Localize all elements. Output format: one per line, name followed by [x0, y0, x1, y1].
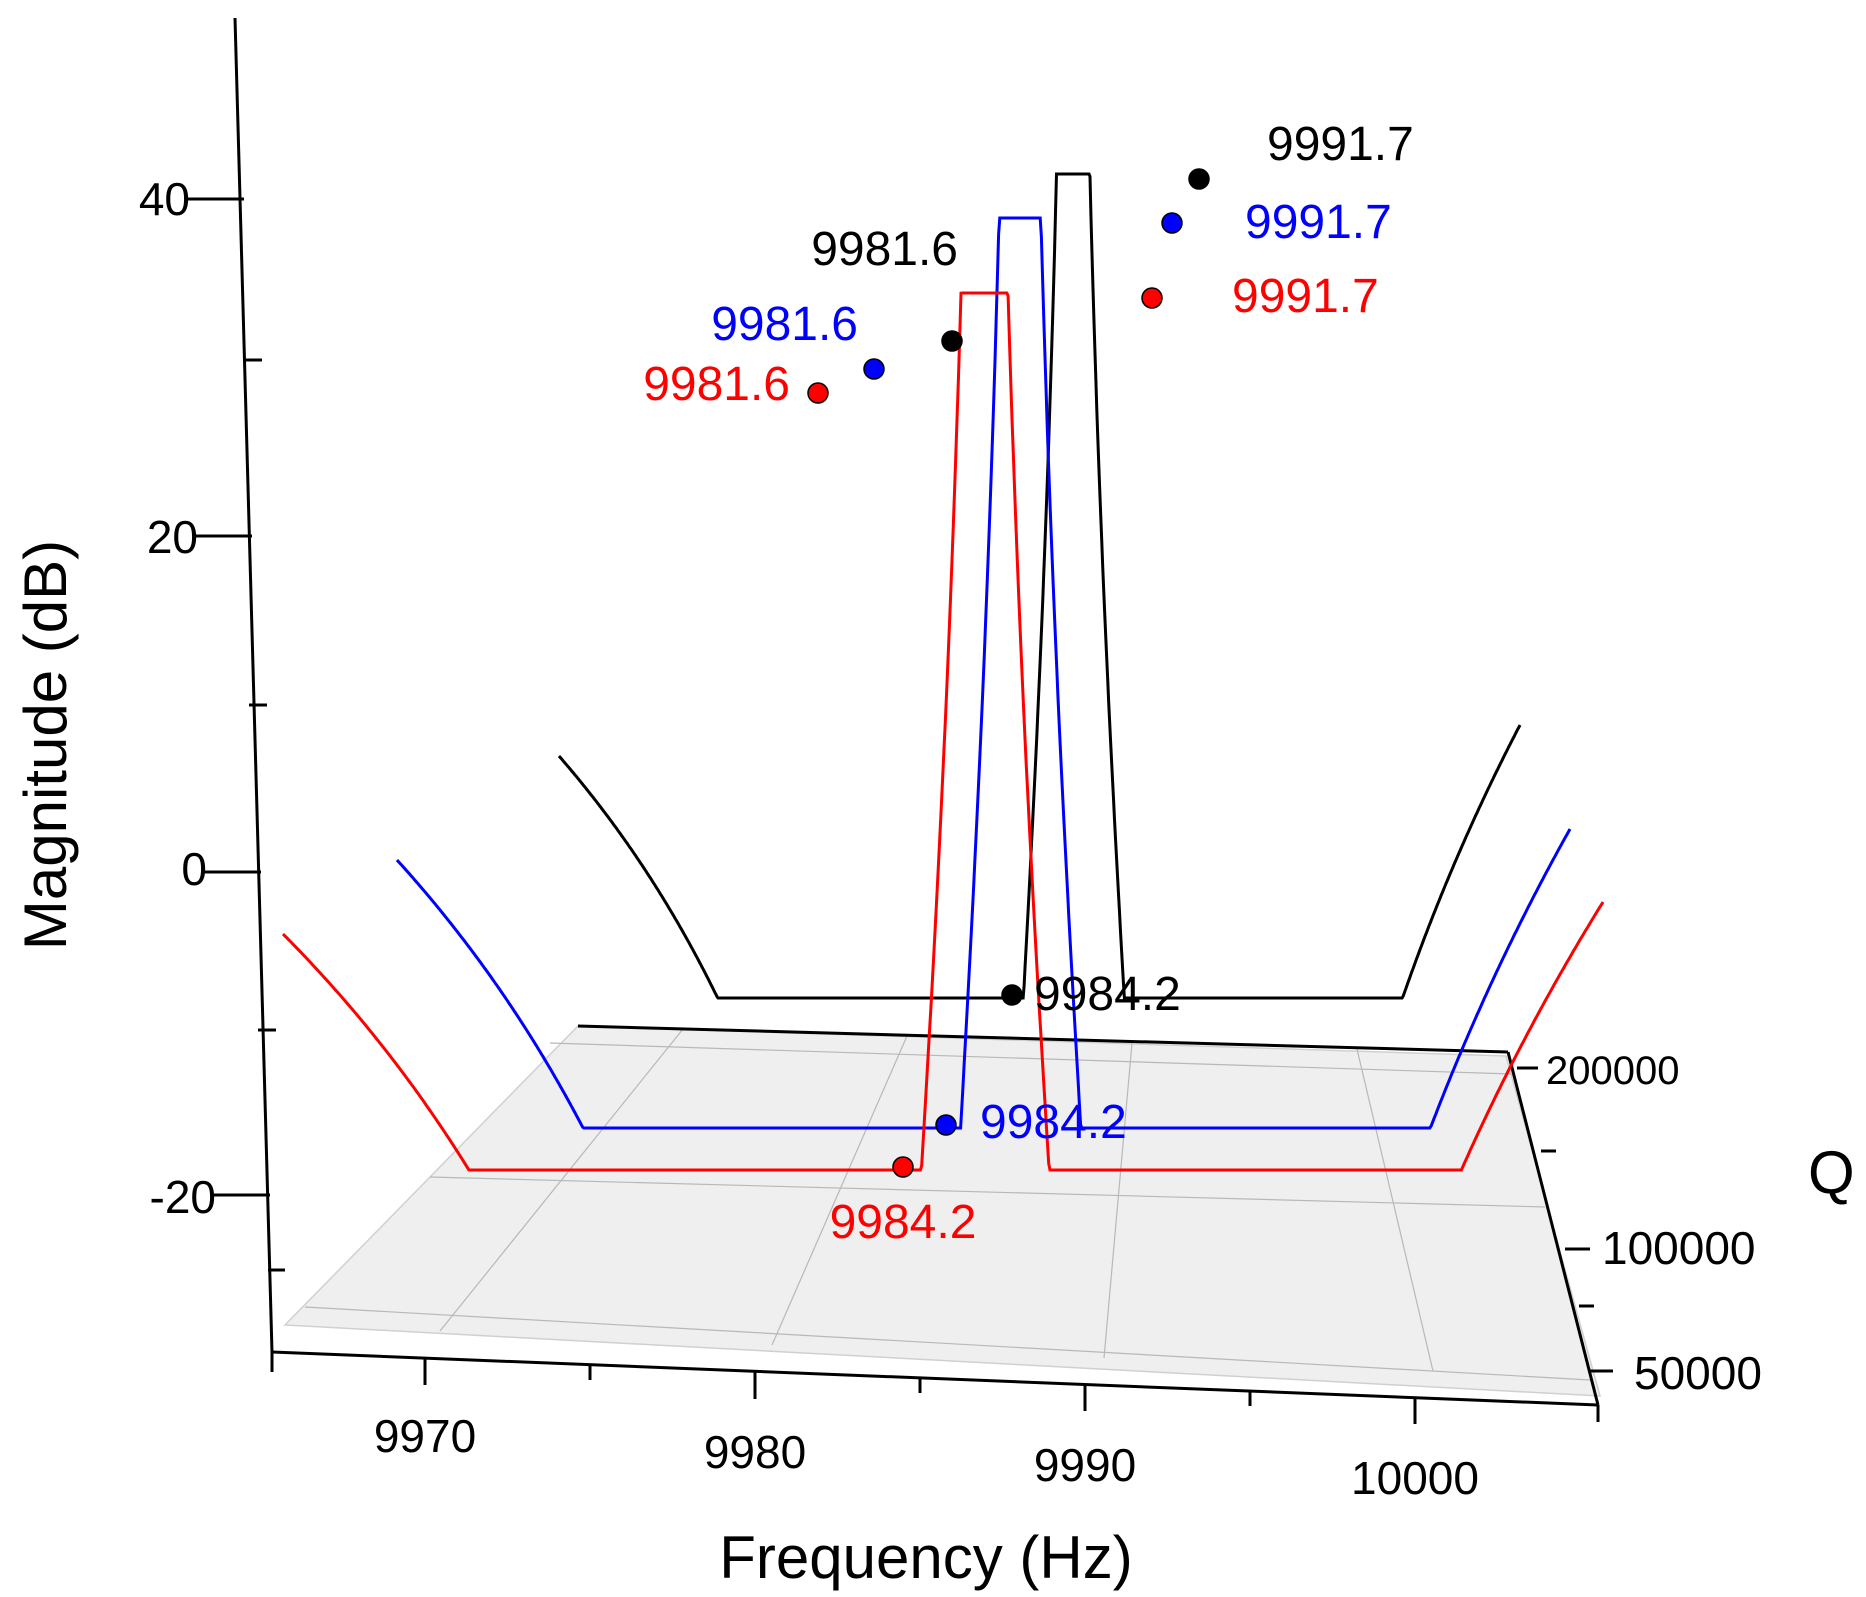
label-resonance-1-0: 9981.6 [643, 358, 790, 411]
x-axis-line [271, 1350, 1599, 1407]
y-tick-label-100000: 100000 [1602, 1222, 1756, 1274]
x-tick-label-10000: 10000 [1351, 1452, 1479, 1504]
marker-resonance-1-0 [807, 382, 829, 404]
z-tick-label-20: 20 [147, 511, 198, 563]
x-tick-label-9990: 9990 [1034, 1439, 1136, 1491]
x-axis-title: Frequency (Hz) [719, 1524, 1132, 1591]
back-floor-edge [577, 1024, 1509, 1054]
z-axis-title: Magnitude (dB) [12, 540, 79, 950]
floor-grid [304, 1028, 1591, 1381]
label-resonance-1-1: 9981.6 [711, 298, 858, 351]
floor-grid-line [1356, 1048, 1434, 1372]
marker-resonance-1-2 [941, 330, 963, 352]
floor-grid-line [429, 1176, 1546, 1208]
label-resonance-2-1: 9991.7 [1245, 196, 1392, 249]
label-antiresonance-1: 9984.2 [980, 1096, 1127, 1149]
label-antiresonance-2: 9984.2 [1034, 968, 1181, 1021]
z-tick-label-minus20: -20 [150, 1171, 216, 1223]
z-tick-label-0: 0 [181, 843, 207, 895]
marker-antiresonance-1 [935, 1114, 957, 1136]
series-line-1 [395, 216, 1572, 1130]
z-tick-label-40: 40 [139, 173, 190, 225]
marker-resonance-1-1 [863, 358, 885, 380]
y-tick-label-50000: 50000 [1634, 1347, 1762, 1399]
floor-plane [283, 1025, 1602, 1397]
z-axis-line [233, 17, 274, 1353]
marker-antiresonance-2 [1001, 984, 1023, 1006]
floor-grid-line [771, 1035, 908, 1346]
floor-grid-line [549, 1042, 1513, 1075]
label-resonance-2-2: 9991.7 [1267, 118, 1414, 171]
marker-resonance-2-0 [1141, 287, 1163, 309]
x-tick-label-9980: 9980 [704, 1426, 806, 1478]
marker-antiresonance-0 [892, 1156, 914, 1178]
floor-grid-line [304, 1306, 1591, 1381]
tick-marks [188, 197, 1613, 1424]
marker-resonance-2-2 [1188, 168, 1210, 190]
y-tick-label-200000: 200000 [1546, 1049, 1679, 1093]
marker-layer: 9981.6 9984.2 9991.7 9981.6 9984.2 9991.7 9981… [643, 118, 1414, 1249]
label-resonance-1-2: 9981.6 [811, 223, 958, 276]
label-resonance-2-0: 9991.7 [1232, 270, 1379, 323]
y-axis-line [1506, 1051, 1600, 1406]
y-axis-title: Q [1808, 1139, 1855, 1206]
floor-grid-line [1103, 1042, 1133, 1359]
x-tick-label-9970: 9970 [374, 1410, 476, 1462]
label-antiresonance-0: 9984.2 [830, 1196, 977, 1249]
series-layer [281, 172, 1605, 1172]
marker-resonance-2-1 [1161, 212, 1183, 234]
